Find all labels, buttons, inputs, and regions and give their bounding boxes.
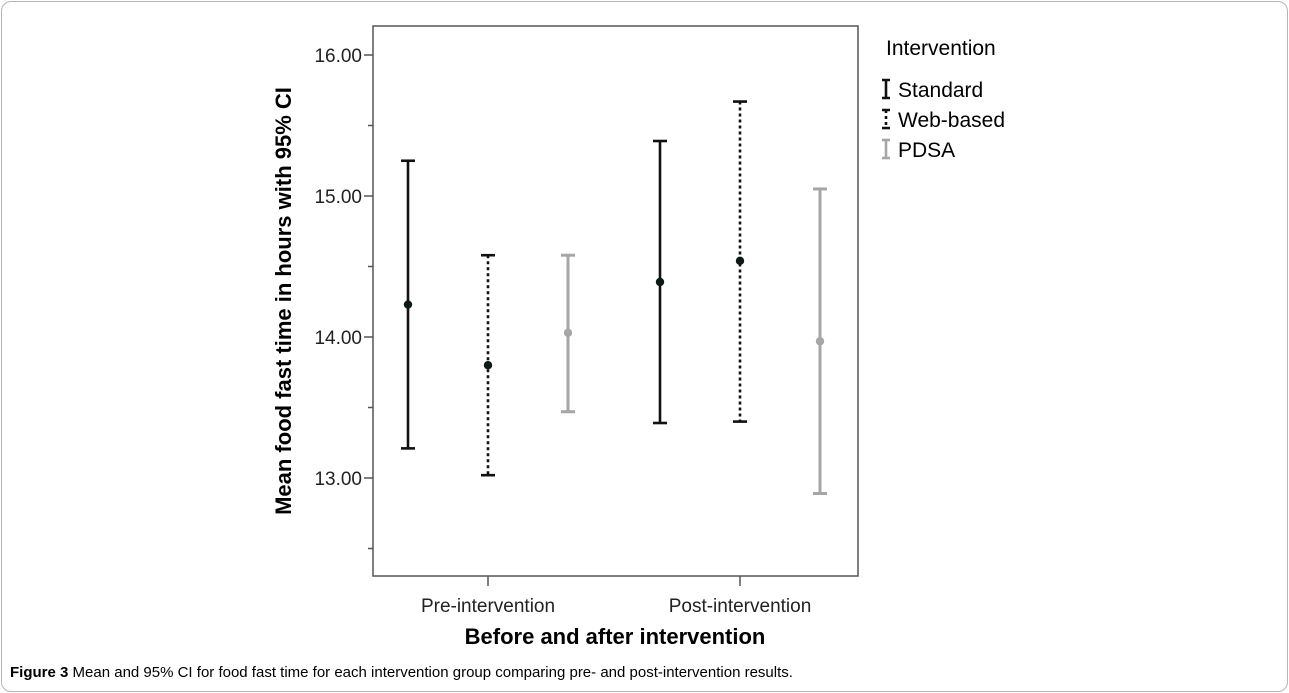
caption-text: Mean and 95% CI for food fast time for e… [72, 664, 793, 681]
mean-point-web-based [735, 256, 745, 266]
mean-point-web-based [483, 361, 493, 370]
plot-frame [372, 25, 859, 577]
errorbar-pdsa [561, 253, 575, 414]
errorbar-web-based [733, 100, 747, 423]
x-tick-label: Pre-intervention [421, 596, 555, 617]
x-axis-title: Before and after intervention [465, 624, 766, 649]
x-tick-label: Post-intervention [669, 596, 812, 617]
legend-item-web-based: Web-based [882, 108, 1005, 132]
legend-item-pdsa: PDSA [882, 138, 955, 162]
y-axis: 13.00 14.00 15.00 16.00 [314, 46, 373, 550]
errorbar-chart: 13.00 14.00 15.00 16.00 Pre-intervention Pos… [271, 25, 1005, 649]
y-tick-label: 13.00 [314, 469, 362, 490]
y-tick-label: 14.00 [314, 328, 362, 349]
legend-label-pdsa: PDSA [898, 139, 955, 162]
y-axis-title: Mean food fast time in hours with 95% CI [271, 87, 296, 515]
errorbar-standard [653, 139, 667, 425]
caption-label: Figure 3 [10, 664, 69, 681]
y-tick-label: 16.00 [314, 46, 362, 67]
x-axis: Pre-intervention Post-intervention [421, 576, 811, 617]
mean-point-pdsa [815, 337, 825, 346]
plot-area [372, 25, 859, 577]
figure-caption: Figure 3 Mean and 95% CI for food fast t… [10, 664, 793, 681]
legend-item-standard: Standard [882, 78, 983, 102]
errorbar-standard [401, 159, 415, 450]
mean-point-pdsa [563, 328, 573, 337]
mean-point-standard [655, 277, 665, 287]
errorbar-pdsa [813, 187, 827, 496]
legend-label-standard: Standard [898, 79, 983, 102]
y-tick-label: 15.00 [314, 187, 362, 208]
series-layer [401, 100, 827, 496]
legend-label-web-based: Web-based [898, 109, 1005, 132]
errorbar-web-based [481, 253, 495, 477]
legend: Intervention Standard Web-based PDSA [882, 37, 1005, 162]
legend-title: Intervention [886, 37, 996, 60]
mean-point-standard [403, 300, 413, 309]
